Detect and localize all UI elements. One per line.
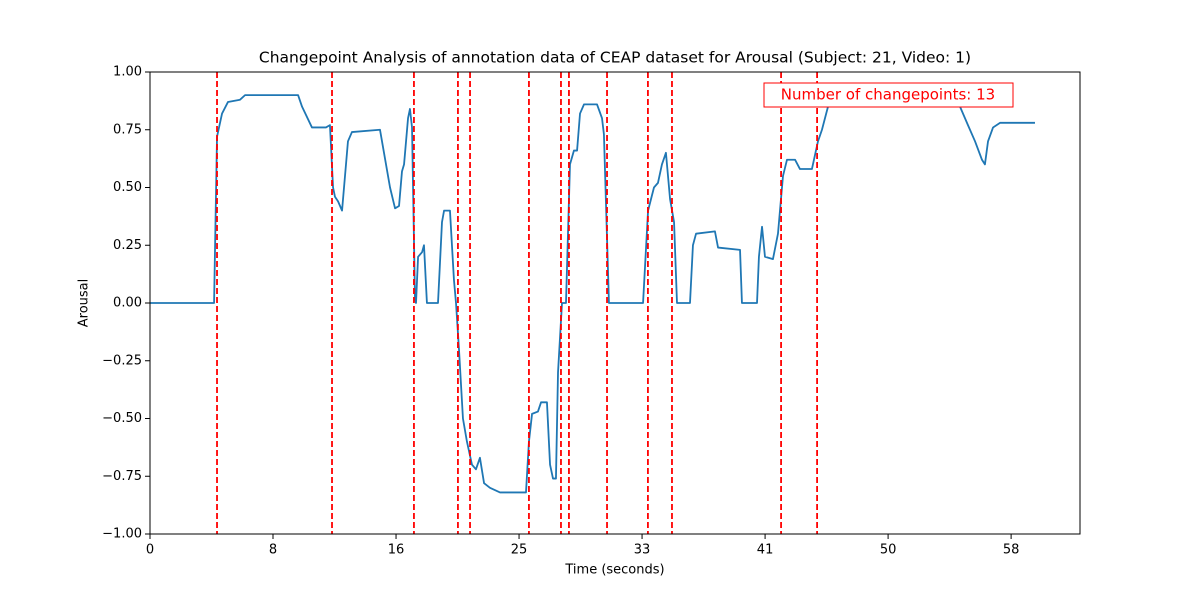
x-tick-label: 8	[269, 543, 277, 558]
x-tick-label: 16	[388, 543, 405, 558]
plot-frame	[149, 71, 1081, 535]
data-line	[150, 94, 1035, 494]
y-tick-label: −0.50	[102, 411, 142, 426]
x-axis-label: Time (seconds)	[564, 563, 664, 578]
y-tick-label: 1.00	[113, 65, 142, 80]
y-tick-label: 0.50	[113, 180, 142, 195]
x-tick-label: 50	[880, 543, 897, 558]
x-tick-label: 41	[757, 543, 774, 558]
y-tick-label: 0.00	[113, 296, 142, 311]
chart-title: Changepoint Analysis of annotation data …	[259, 49, 971, 67]
y-tick-label: 0.25	[113, 238, 142, 253]
y-tick-label: −1.00	[102, 527, 142, 542]
x-tick-label: 0	[146, 543, 154, 558]
y-tick-label: −0.75	[102, 469, 142, 484]
annotation-box	[763, 82, 1014, 108]
y-tick-label: 0.75	[113, 122, 142, 137]
annotation: Number of changepoints: 13	[781, 86, 995, 104]
x-tick-label: 58	[1003, 543, 1020, 558]
x-tick-label: 33	[634, 543, 651, 558]
y-axis-label: Arousal	[77, 279, 92, 328]
y-tick-label: −0.25	[102, 353, 142, 368]
x-tick-label: 25	[511, 543, 528, 558]
